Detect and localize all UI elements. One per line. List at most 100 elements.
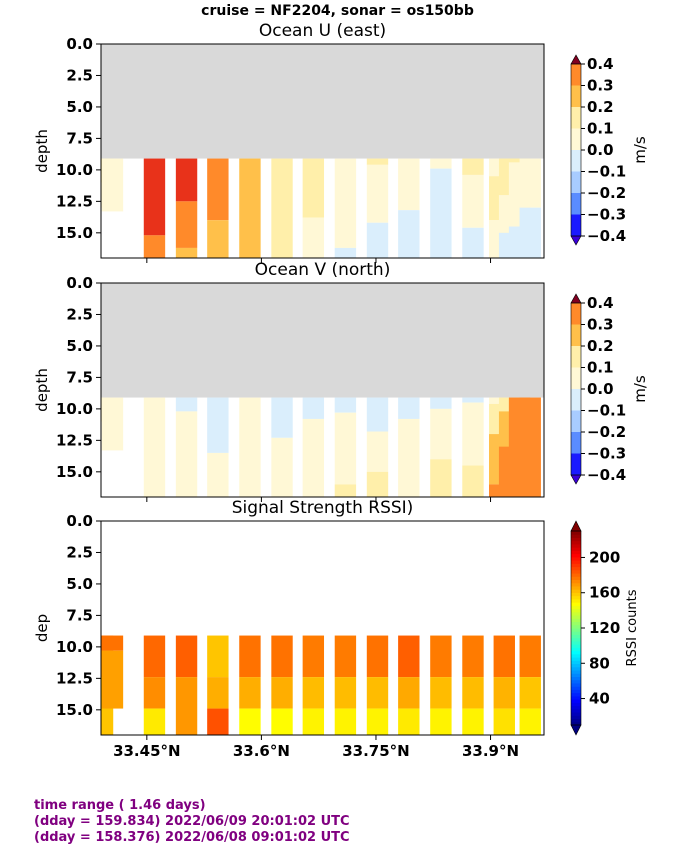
colorbar-segment [571, 660, 581, 665]
colorbar-segment [571, 624, 581, 629]
profile-cell [430, 635, 452, 678]
profile-cell [175, 635, 198, 678]
colorbar-segment [571, 346, 581, 368]
colorbar-segment [571, 193, 581, 215]
y-tick-label: 0.0 [66, 35, 93, 53]
colorbar-label: RSSI counts [625, 589, 640, 666]
colorbar-segment [571, 657, 581, 661]
profile-cell [143, 635, 166, 678]
profile-cell [366, 635, 389, 678]
colorbar-segment [571, 410, 581, 432]
profile-cell [334, 484, 357, 497]
profile-cell [143, 397, 166, 497]
colorbar-segment [571, 595, 581, 600]
profile-cell [334, 635, 357, 678]
profile-cell [334, 677, 357, 709]
colorbar-segment [571, 611, 581, 616]
figure-title: cruise = NF2204, sonar = os150bb [201, 3, 474, 19]
profile-cell [519, 635, 541, 678]
colorbar-tick-label: 0.2 [587, 337, 614, 355]
colorbar-segment [571, 718, 581, 723]
colorbar-segment [571, 171, 581, 193]
colorbar-segment [571, 602, 581, 606]
profile-cell [519, 708, 541, 735]
x-tick-label: 33.9°N [462, 742, 519, 760]
colorbar-segment [571, 453, 581, 475]
y-axis-label: depth [33, 368, 51, 412]
profile-cell [366, 222, 389, 258]
colorbar-tick-label: −0.3 [587, 206, 626, 224]
colorbar-tick-label: 0.2 [587, 98, 614, 116]
colorbar-segment [571, 537, 581, 542]
colorbar-segment [571, 556, 581, 561]
colorbar-tick-label: −0.1 [587, 402, 626, 420]
time-range-footer: time range ( 1.46 days) (dday = 159.834)… [34, 798, 350, 846]
y-tick-label: 10.0 [56, 400, 93, 418]
end-time-line: (dday = 159.834) 2022/06/09 20:01:02 UTC [34, 814, 350, 829]
profile-cell [302, 397, 325, 419]
y-tick-label: 7.5 [66, 606, 93, 624]
profile-cell [366, 397, 389, 432]
profile-cell [207, 220, 229, 258]
profile-cell [493, 677, 515, 709]
profile-cell [519, 397, 541, 497]
profile-cell [143, 235, 166, 258]
colorbar-segment [571, 550, 581, 555]
colorbar-segment [571, 628, 581, 632]
colorbar-segment [571, 605, 581, 610]
y-tick-label: 0.0 [66, 512, 93, 530]
profile-cell [143, 708, 166, 735]
profile-cell [366, 158, 389, 165]
profile-cell [207, 635, 229, 678]
profile-cell [175, 677, 198, 735]
profile-cell [398, 677, 420, 709]
colorbar-segment [571, 531, 581, 535]
profile-cell [175, 247, 198, 258]
colorbar-segment [571, 695, 581, 700]
profile-cell [462, 465, 484, 497]
x-tick-label: 33.6°N [233, 742, 290, 760]
profile-cell [207, 677, 229, 709]
profile-cell [430, 708, 452, 735]
profile-cell [302, 158, 325, 218]
colorbar-segment [571, 686, 581, 690]
colorbar-segment [571, 692, 581, 697]
y-tick-label: 12.5 [56, 669, 93, 687]
colorbar-segment [571, 615, 581, 619]
colorbar-segment [571, 540, 581, 545]
profile-cell [430, 677, 452, 709]
colorbar-tick-label: 200 [589, 548, 620, 566]
colorbar-segment [571, 650, 581, 655]
profile-cell [462, 158, 484, 175]
colorbar-segment [571, 663, 581, 668]
profile-cell [334, 397, 357, 413]
colorbar-segment [571, 721, 581, 726]
colorbar-segment [571, 699, 581, 703]
colorbar-segment [571, 682, 581, 687]
x-tick-label: 33.75°N [342, 742, 410, 760]
profile-cell [462, 397, 484, 403]
colorbar-segment [571, 640, 581, 645]
y-tick-label: 12.5 [56, 192, 93, 210]
panel-title: Ocean V (north) [255, 260, 391, 280]
x-tick-label: 33.45°N [113, 742, 181, 760]
colorbar-segment [571, 592, 581, 597]
profile-cell [271, 437, 293, 497]
colorbar-segment [571, 107, 581, 129]
y-tick-label: 7.5 [66, 368, 93, 386]
y-tick-label: 7.5 [66, 129, 93, 147]
y-tick-label: 0.0 [66, 274, 93, 292]
profile-cell [175, 397, 198, 412]
colorbar-segment [571, 666, 581, 671]
plot-frame [100, 520, 545, 736]
profile-cell [143, 677, 166, 709]
colorbar-segment [571, 634, 581, 639]
y-tick-label: 15.0 [56, 463, 93, 481]
colorbar-segment [571, 432, 581, 454]
colorbar-segment [571, 389, 581, 411]
time-range-line: time range ( 1.46 days) [34, 798, 206, 813]
profile-cell [271, 397, 293, 438]
colorbar-label: m/s [631, 136, 649, 164]
profile-cell [302, 418, 325, 497]
